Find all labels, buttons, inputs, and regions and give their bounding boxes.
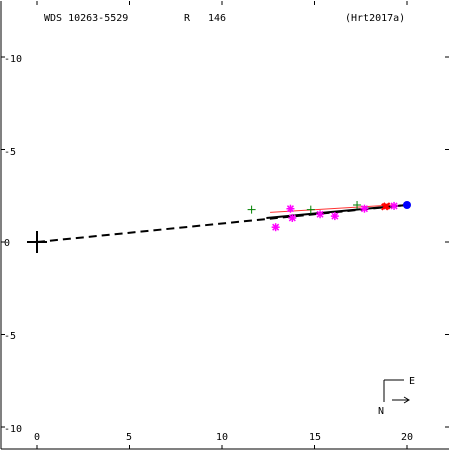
y-tick-label-0: -10 bbox=[4, 54, 22, 65]
data-point-red-1 bbox=[382, 202, 391, 210]
y-tick-label-1: -5 bbox=[4, 147, 16, 158]
x-tick-label-0: 0 bbox=[34, 432, 40, 443]
data-point-magenta-3 bbox=[316, 210, 325, 219]
data-point-magenta-5 bbox=[360, 204, 369, 213]
observation-points bbox=[27, 201, 411, 253]
y-tick-label-3: -5 bbox=[4, 331, 16, 342]
data-point-magenta-1 bbox=[286, 204, 295, 213]
x-tick-label-3: 15 bbox=[309, 432, 321, 443]
data-point-magenta-0-d2 bbox=[272, 223, 280, 231]
x-tick-label-1: 5 bbox=[126, 432, 132, 443]
data-point-magenta-0 bbox=[271, 223, 280, 232]
method-code: R bbox=[184, 13, 191, 24]
compass: E N bbox=[378, 376, 415, 417]
x-tick-label-2: 10 bbox=[216, 432, 228, 443]
data-point-green-2 bbox=[353, 201, 362, 209]
data-point-green-1 bbox=[306, 205, 315, 214]
data-point-magenta-4 bbox=[330, 212, 339, 221]
data-point-green-0 bbox=[247, 205, 256, 214]
compass-arrow-head bbox=[403, 396, 410, 404]
data-point-magenta-3-d2 bbox=[316, 210, 324, 218]
y-tick-label-2: 0 bbox=[4, 238, 10, 249]
data-point-magenta-5-d2 bbox=[360, 205, 368, 213]
data-point-red-1-d2 bbox=[382, 202, 391, 210]
primary-star-marker bbox=[27, 231, 47, 253]
x-tick-label-4: 20 bbox=[401, 432, 413, 443]
data-point-magenta-2-d2 bbox=[288, 214, 296, 222]
data-point-blue-0 bbox=[403, 201, 411, 209]
wds-designation: WDS 10263-5529 bbox=[44, 13, 128, 24]
data-point-magenta-2 bbox=[288, 213, 297, 222]
data-point-magenta-6 bbox=[390, 201, 399, 210]
data-point-magenta-6-d2 bbox=[390, 202, 398, 210]
position-angle-label: 146 bbox=[208, 13, 226, 24]
reference-label: (Hrt2017a) bbox=[345, 13, 405, 24]
data-point-magenta-4-d2 bbox=[331, 212, 339, 220]
orbit-lines bbox=[36, 204, 408, 243]
compass-north-label: N bbox=[378, 406, 384, 417]
orbit-line-0 bbox=[36, 204, 408, 243]
data-point-magenta-1-d2 bbox=[286, 205, 294, 213]
compass-east-label: E bbox=[409, 376, 415, 387]
y-tick-label-4: -10 bbox=[4, 424, 22, 435]
